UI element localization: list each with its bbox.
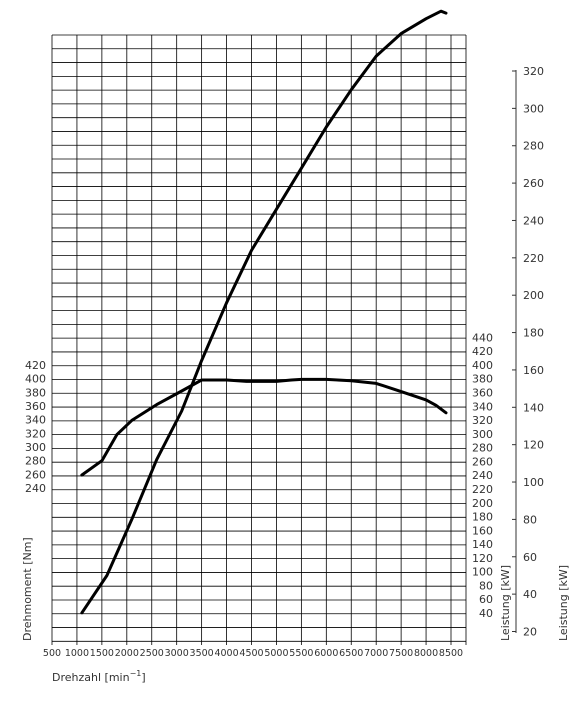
- y-kw-tick-label: 260: [523, 177, 544, 190]
- y-kw-tick-label: 180: [523, 327, 544, 340]
- y-torque-tick-label: 280: [25, 455, 46, 468]
- x-tick-label: 6500: [339, 648, 363, 659]
- y-kw-tick-label: 220: [523, 252, 544, 265]
- y-kw-tick-label: 120: [523, 439, 544, 452]
- y-torque-tick-label: 400: [25, 373, 46, 386]
- y-torque-tick-label: 360: [25, 400, 46, 413]
- y-kw-tick-label: 100: [523, 476, 544, 489]
- power-curve: [80, 9, 448, 615]
- y-power-tick-label: 320: [472, 414, 493, 427]
- y-power-tick-label: 40: [479, 607, 493, 620]
- y-torque-tick-label: 260: [25, 468, 46, 481]
- x-tick-label: 1500: [90, 648, 114, 659]
- y-axis-torque-title: Drehmoment [Nm]: [21, 537, 34, 641]
- x-tick-label: 4500: [239, 648, 263, 659]
- y-power-tick-label: 220: [472, 483, 493, 496]
- y-kw-tick-label: 280: [523, 140, 544, 153]
- x-tick-label: 6000: [314, 648, 338, 659]
- y-power-tick-label: 360: [472, 387, 493, 400]
- x-tick-label: 8000: [414, 648, 438, 659]
- y-power-tick-label: 140: [472, 538, 493, 551]
- y-kw-tick-label: 140: [523, 401, 544, 414]
- y-power-tick-label: 440: [472, 331, 493, 344]
- y-power-tick-label: 340: [472, 400, 493, 413]
- y-power-tick-label: 260: [472, 455, 493, 468]
- y-power-tick-label: 420: [472, 345, 493, 358]
- y-torque-tick-label: 380: [25, 386, 46, 399]
- y-power-tick-label: 240: [472, 469, 493, 482]
- y-power-tick-label: 120: [472, 552, 493, 565]
- y-power-tick-label: 400: [472, 359, 493, 372]
- x-tick-label: 500: [43, 648, 61, 659]
- chart-curves: [80, 9, 448, 615]
- x-tick-label: 5000: [264, 648, 288, 659]
- x-tick-label: 2500: [140, 648, 164, 659]
- y-torque-tick-label: 240: [25, 482, 46, 495]
- x-tick-label: 1000: [65, 648, 89, 659]
- y-power-tick-label: 60: [479, 593, 493, 606]
- x-axis-title: Drehzahl [min−1]: [52, 669, 146, 684]
- y-power-tick-label: 180: [472, 511, 493, 524]
- y-torque-tick-label: 420: [25, 359, 46, 372]
- y-power-tick-label: 80: [479, 579, 493, 592]
- x-tick-label: 2000: [115, 648, 139, 659]
- y-torque-tick-label: 320: [25, 427, 46, 440]
- y-kw-tick-label: 20: [523, 626, 537, 639]
- x-tick-label: 3000: [165, 648, 189, 659]
- y-power-tick-label: 200: [472, 497, 493, 510]
- y-power-tick-label: 380: [472, 373, 493, 386]
- y-kw-tick-label: 60: [523, 551, 537, 564]
- y-kw-tick-label: 40: [523, 588, 537, 601]
- x-tick-label: 7500: [389, 648, 413, 659]
- x-tick-label: 5500: [289, 648, 313, 659]
- y-power-tick-label: 300: [472, 428, 493, 441]
- y-kw-tick-label: 160: [523, 364, 544, 377]
- y-kw-tick-label: 80: [523, 513, 537, 526]
- x-tick-label: 8500: [439, 648, 463, 659]
- x-tick-label: 4000: [214, 648, 238, 659]
- chart-axes: [512, 70, 517, 633]
- chart-grid: [51, 34, 467, 645]
- chart-labels: 500 1000 1500 2000 2500 3000 3500 4000 4500 5000 5…: [25, 65, 544, 659]
- y-axis-power-title-left: Leistung [kW]: [499, 565, 512, 641]
- y-axis-power-title-right: Leistung [kW]: [557, 565, 570, 641]
- torque-curve: [80, 377, 448, 477]
- y-kw-tick-label: 200: [523, 289, 544, 302]
- y-torque-tick-label: 340: [25, 414, 46, 427]
- x-tick-label: 7000: [364, 648, 388, 659]
- y-torque-tick-label: 300: [25, 441, 46, 454]
- y-kw-tick-label: 240: [523, 214, 544, 227]
- y-kw-tick-label: 300: [523, 102, 544, 115]
- y-kw-tick-label: 320: [523, 65, 544, 78]
- x-tick-label: 3500: [190, 648, 214, 659]
- y-power-tick-label: 160: [472, 524, 493, 537]
- y-power-tick-label: 100: [472, 566, 493, 579]
- y-power-tick-label: 280: [472, 442, 493, 455]
